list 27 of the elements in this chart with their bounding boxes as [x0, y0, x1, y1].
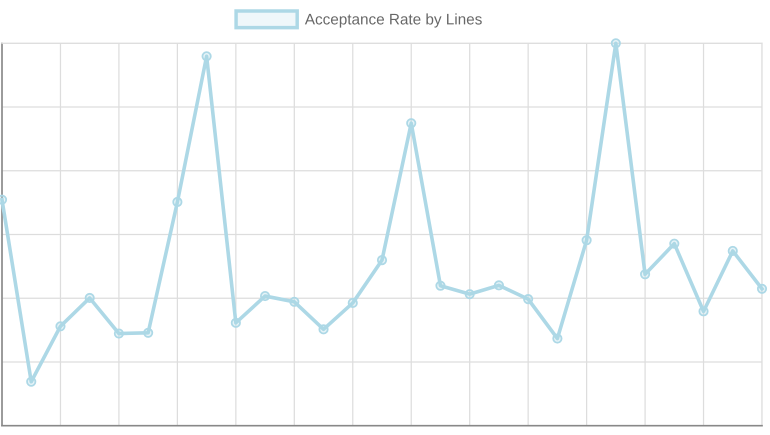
point	[669, 238, 680, 249]
point	[406, 118, 416, 128]
point	[318, 324, 329, 334]
point	[552, 333, 562, 344]
point	[610, 38, 621, 48]
point	[582, 235, 592, 246]
point	[348, 298, 358, 308]
point	[55, 321, 66, 332]
legend-label: Acceptance Rate by Lines	[304, 13, 482, 28]
point	[640, 269, 650, 280]
point	[202, 51, 212, 62]
point	[728, 246, 738, 256]
point	[464, 289, 475, 300]
point	[376, 255, 388, 266]
point	[230, 318, 241, 328]
point	[26, 376, 36, 387]
point	[143, 328, 154, 338]
point	[756, 284, 768, 294]
point	[289, 296, 300, 307]
point	[172, 196, 182, 208]
point	[435, 280, 446, 291]
point	[494, 280, 504, 290]
point	[260, 290, 270, 302]
point	[698, 306, 709, 316]
point	[114, 328, 124, 339]
point	[523, 294, 534, 304]
point	[84, 292, 95, 304]
